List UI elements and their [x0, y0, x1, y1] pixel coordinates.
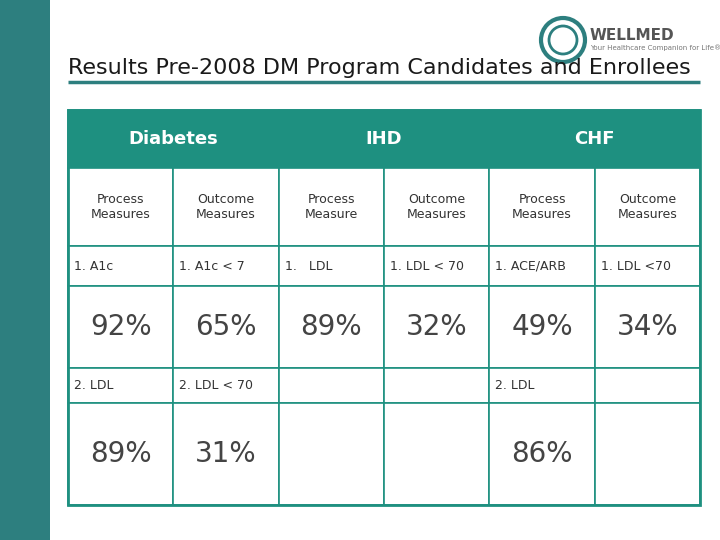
Text: 2. LDL: 2. LDL: [74, 379, 114, 392]
Text: 31%: 31%: [195, 440, 257, 468]
Bar: [68, 110, 279, 168]
Bar: [68, 368, 174, 403]
Bar: [595, 246, 700, 286]
Bar: [68, 403, 174, 505]
Bar: [595, 368, 700, 403]
Text: 49%: 49%: [511, 313, 573, 341]
Bar: [68, 246, 174, 286]
Text: 34%: 34%: [616, 313, 678, 341]
Text: 92%: 92%: [90, 313, 151, 341]
Bar: [384, 368, 490, 403]
Bar: [490, 168, 595, 246]
Text: 1. ACE/ARB: 1. ACE/ARB: [495, 260, 566, 273]
Text: Process
Measures: Process Measures: [512, 193, 572, 221]
Bar: [174, 246, 279, 286]
Bar: [279, 110, 490, 168]
Bar: [490, 246, 595, 286]
Text: Outcome
Measures: Outcome Measures: [196, 193, 256, 221]
Text: WELLMED: WELLMED: [590, 28, 675, 43]
Bar: [174, 403, 279, 505]
Text: Outcome
Measures: Outcome Measures: [618, 193, 678, 221]
Text: 89%: 89%: [90, 440, 151, 468]
Text: 1. LDL < 70: 1. LDL < 70: [390, 260, 464, 273]
Text: 86%: 86%: [511, 440, 572, 468]
Bar: [279, 246, 384, 286]
Bar: [384, 403, 490, 505]
Text: Process
Measures: Process Measures: [91, 193, 150, 221]
Text: 89%: 89%: [300, 313, 362, 341]
Text: 2. LDL: 2. LDL: [495, 379, 535, 392]
Text: 2. LDL < 70: 2. LDL < 70: [179, 379, 253, 392]
Bar: [384, 286, 490, 368]
Text: CHF: CHF: [575, 130, 615, 148]
Bar: [384, 246, 490, 286]
Text: 1. LDL <70: 1. LDL <70: [600, 260, 670, 273]
Bar: [595, 286, 700, 368]
Bar: [0, 0, 50, 540]
Text: Outcome
Measures: Outcome Measures: [407, 193, 467, 221]
Bar: [595, 403, 700, 505]
Bar: [279, 168, 384, 246]
Text: Your Healthcare Companion for Life®: Your Healthcare Companion for Life®: [590, 45, 720, 51]
Bar: [174, 168, 279, 246]
Text: 32%: 32%: [406, 313, 467, 341]
Text: 65%: 65%: [195, 313, 257, 341]
Text: Process
Measure: Process Measure: [305, 193, 358, 221]
Bar: [490, 110, 700, 168]
Text: 1. A1c: 1. A1c: [74, 260, 113, 273]
Bar: [174, 286, 279, 368]
Bar: [68, 110, 700, 505]
Bar: [595, 168, 700, 246]
Bar: [384, 168, 490, 246]
Text: IHD: IHD: [366, 130, 402, 148]
Bar: [490, 286, 595, 368]
Bar: [279, 368, 384, 403]
Bar: [490, 368, 595, 403]
Text: Results Pre-2008 DM Program Candidates and Enrollees: Results Pre-2008 DM Program Candidates a…: [68, 58, 690, 78]
Text: 1. A1c < 7: 1. A1c < 7: [179, 260, 245, 273]
Bar: [490, 403, 595, 505]
Bar: [68, 168, 174, 246]
Text: Diabetes: Diabetes: [128, 130, 218, 148]
Bar: [68, 286, 174, 368]
Bar: [279, 286, 384, 368]
Bar: [279, 403, 384, 505]
Text: 1.   LDL: 1. LDL: [284, 260, 332, 273]
Bar: [174, 368, 279, 403]
